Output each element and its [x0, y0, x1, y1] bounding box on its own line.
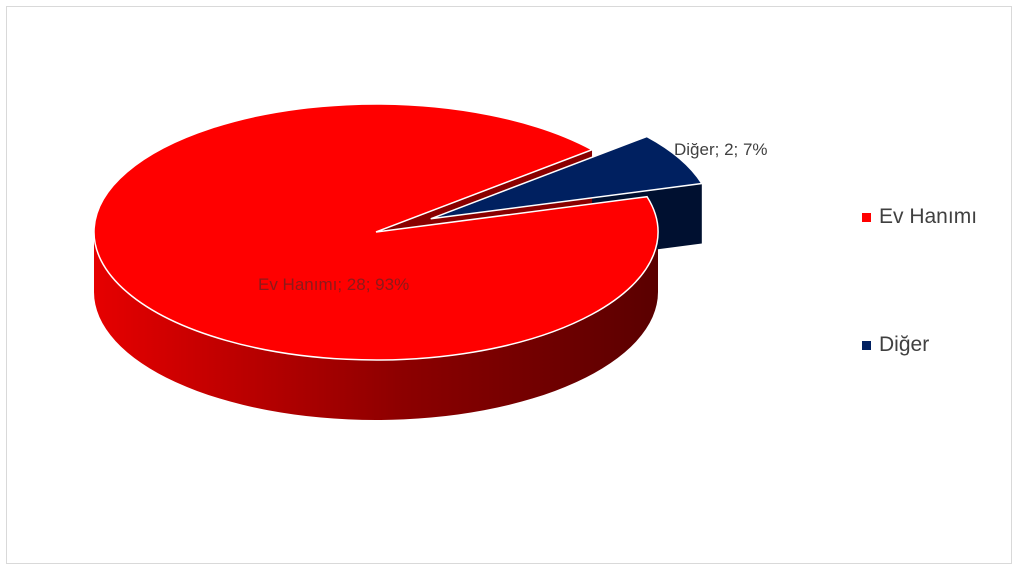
legend-swatch-diger — [862, 341, 871, 350]
legend-label-diger: Diğer — [879, 333, 929, 357]
legend-item-diger: Diğer — [862, 330, 929, 360]
legend-item-ev-hanimi: Ev Hanımı — [862, 202, 977, 232]
legend-label-ev-hanimi: Ev Hanımı — [879, 205, 977, 229]
data-label-diger: Diğer; 2; 7% — [674, 140, 768, 159]
data-label-ev-hanimi: Ev Hanımı; 28; 93% — [258, 275, 409, 294]
pie-slice-ev-hanimi — [94, 104, 658, 360]
legend-swatch-ev-hanimi — [862, 213, 871, 222]
